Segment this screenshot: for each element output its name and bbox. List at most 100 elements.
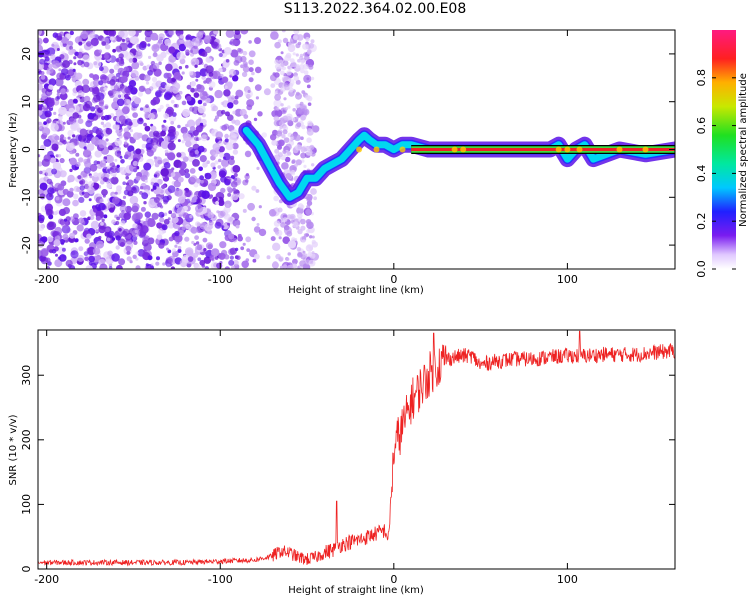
- noise-speckle: [240, 64, 244, 69]
- noise-speckle: [102, 165, 107, 169]
- noise-speckle: [204, 266, 209, 269]
- noise-speckle: [45, 88, 53, 97]
- noise-speckle: [286, 70, 292, 76]
- noise-speckle: [197, 145, 205, 153]
- noise-speckle: [67, 69, 75, 77]
- noise-speckle: [215, 115, 219, 120]
- noise-speckle: [150, 181, 155, 186]
- noise-speckle: [230, 129, 239, 138]
- noise-speckle: [199, 179, 204, 184]
- noise-speckle: [179, 38, 185, 44]
- noise-speckle: [65, 142, 75, 151]
- noise-speckle: [69, 232, 76, 239]
- noise-speckle: [173, 103, 178, 108]
- noise-speckle: [104, 114, 110, 121]
- noise-speckle: [240, 30, 249, 35]
- noise-speckle: [296, 122, 302, 128]
- noise-speckle: [254, 66, 262, 74]
- noise-speckle: [227, 192, 232, 197]
- noise-speckle: [193, 242, 197, 246]
- colorbar-tick-label: 0.6: [695, 117, 708, 135]
- noise-speckle: [52, 161, 62, 171]
- noise-speckle: [186, 95, 192, 102]
- noise-speckle: [118, 115, 126, 123]
- noise-speckle: [197, 257, 202, 262]
- noise-speckle: [185, 49, 190, 54]
- noise-speckle: [69, 30, 75, 36]
- noise-speckle: [303, 70, 309, 75]
- noise-speckle: [79, 128, 87, 136]
- noise-speckle: [139, 186, 144, 190]
- x-tick-label: 0: [390, 573, 397, 586]
- noise-speckle: [191, 37, 200, 47]
- noise-speckle: [234, 119, 241, 126]
- noise-speckle: [43, 121, 47, 125]
- noise-speckle: [56, 35, 63, 41]
- noise-speckle: [291, 160, 296, 164]
- noise-speckle: [218, 252, 226, 260]
- noise-speckle: [90, 106, 96, 112]
- noise-speckle: [272, 242, 281, 251]
- noise-speckle: [115, 235, 121, 241]
- noise-speckle: [118, 228, 122, 232]
- noise-speckle: [245, 179, 249, 183]
- noise-speckle: [150, 188, 154, 192]
- noise-speckle: [164, 149, 169, 154]
- noise-speckle: [285, 173, 292, 180]
- noise-speckle: [270, 83, 276, 88]
- noise-speckle: [158, 242, 165, 249]
- noise-speckle: [297, 144, 303, 150]
- noise-speckle: [288, 82, 294, 88]
- noise-speckle: [194, 136, 199, 142]
- noise-speckle: [182, 212, 189, 219]
- noise-speckle: [104, 105, 109, 110]
- noise-speckle: [147, 237, 155, 245]
- noise-speckle: [52, 230, 58, 237]
- noise-speckle: [287, 65, 291, 70]
- noise-speckle: [177, 139, 181, 143]
- noise-speckle: [115, 220, 120, 226]
- noise-speckle: [281, 134, 286, 139]
- x-tick-label: 100: [557, 573, 578, 586]
- noise-speckle: [45, 257, 51, 263]
- noise-speckle: [177, 196, 186, 204]
- noise-speckle: [240, 246, 245, 251]
- noise-speckle: [195, 78, 199, 82]
- noise-speckle: [286, 230, 293, 237]
- noise-speckle: [106, 260, 112, 265]
- noise-speckle: [292, 52, 296, 56]
- noise-speckle: [225, 59, 230, 63]
- noise-speckle: [228, 178, 231, 182]
- noise-speckle: [198, 166, 203, 172]
- noise-speckle: [278, 236, 282, 240]
- x-tick-label: 100: [557, 273, 578, 286]
- noise-speckle: [167, 249, 172, 254]
- track-hotspot: [642, 146, 649, 153]
- noise-speckle: [183, 133, 192, 142]
- noise-speckle: [58, 68, 62, 72]
- noise-speckle: [47, 199, 52, 204]
- noise-speckle: [193, 92, 200, 98]
- noise-speckle: [47, 187, 55, 195]
- noise-speckle: [204, 46, 212, 54]
- chart-title: S113.2022.364.02.00.E08: [283, 1, 467, 17]
- noise-speckle: [75, 72, 83, 80]
- noise-speckle: [92, 247, 101, 255]
- noise-speckle: [103, 214, 108, 219]
- noise-speckle: [60, 68, 69, 76]
- noise-speckle: [273, 220, 281, 227]
- noise-speckle: [51, 41, 59, 50]
- noise-speckle: [43, 37, 49, 44]
- noise-speckle: [223, 89, 231, 97]
- noise-speckle: [292, 35, 298, 40]
- noise-speckle: [280, 222, 286, 228]
- noise-speckle: [83, 251, 89, 257]
- noise-speckle: [301, 159, 305, 163]
- noise-speckle: [232, 75, 239, 82]
- noise-speckle: [72, 112, 79, 119]
- noise-speckle: [295, 64, 301, 69]
- noise-speckle: [302, 239, 306, 243]
- noise-speckle: [238, 193, 245, 200]
- colorbar-tick-label: 0.0: [695, 260, 708, 278]
